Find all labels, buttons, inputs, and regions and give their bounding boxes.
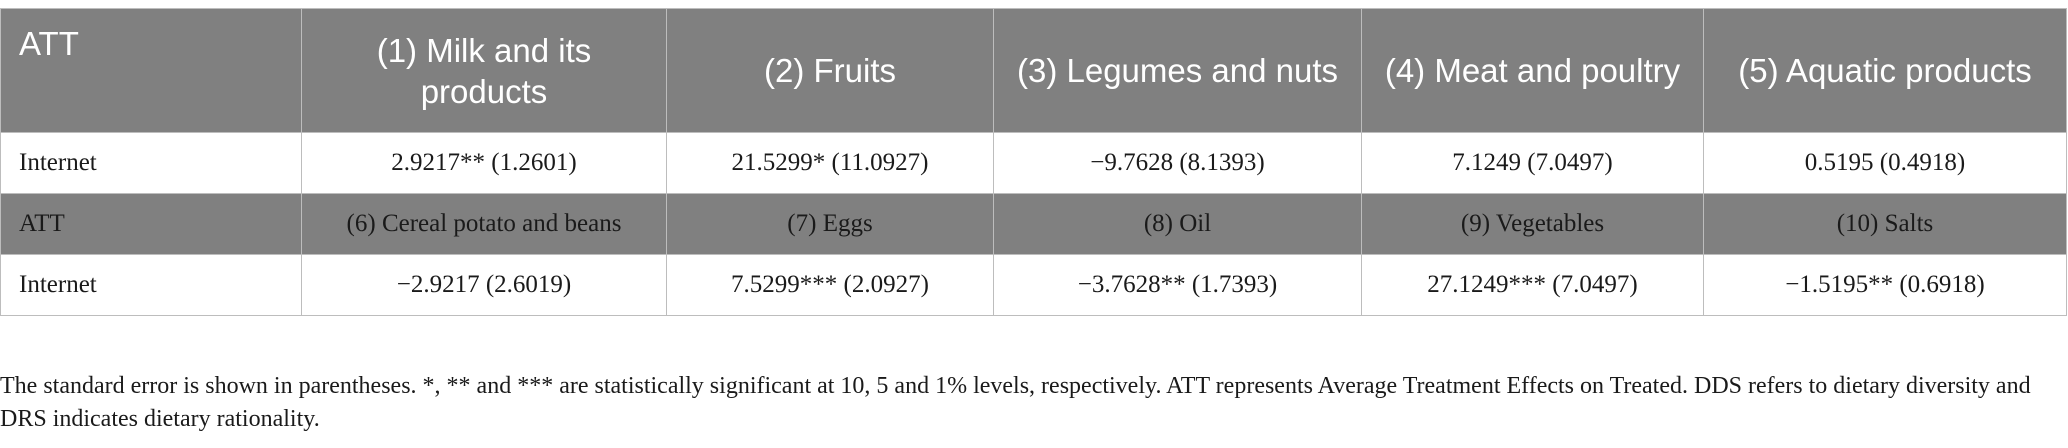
header-cell: (5) Aquatic products — [1703, 8, 2067, 133]
header-cell: ATT — [0, 193, 302, 255]
table-row: Internet 2.9217** (1.2601) 21.5299* (11.… — [0, 132, 2067, 194]
table-cell: −3.7628** (1.7393) — [993, 254, 1362, 316]
table-cell: −1.5195** (0.6918) — [1703, 254, 2067, 316]
row-label: Internet — [0, 132, 302, 194]
header-cell: (10) Salts — [1703, 193, 2067, 255]
table-cell: 21.5299* (11.0927) — [666, 132, 994, 194]
att-results-table: ATT (1) Milk and its products (2) Fruits… — [0, 8, 2067, 316]
header-cell: (6) Cereal potato and beans — [301, 193, 667, 255]
header-cell: (9) Vegetables — [1361, 193, 1704, 255]
table-cell: 0.5195 (0.4918) — [1703, 132, 2067, 194]
table-cell: 2.9217** (1.2601) — [301, 132, 667, 194]
header-cell: ATT — [0, 8, 302, 133]
header-cell: (4) Meat and poultry — [1361, 8, 1704, 133]
row-label: Internet — [0, 254, 302, 316]
table-cell: 7.5299*** (2.0927) — [666, 254, 994, 316]
table-cell: 27.1249*** (7.0497) — [1361, 254, 1704, 316]
header-row-2: ATT (6) Cereal potato and beans (7) Eggs… — [0, 193, 2067, 255]
header-cell: (8) Oil — [993, 193, 1362, 255]
table-cell: −9.7628 (8.1393) — [993, 132, 1362, 194]
results-table-container: ATT (1) Milk and its products (2) Fruits… — [0, 8, 2067, 316]
table-row: Internet −2.9217 (2.6019) 7.5299*** (2.0… — [0, 254, 2067, 316]
header-cell: (2) Fruits — [666, 8, 994, 133]
table-cell: 7.1249 (7.0497) — [1361, 132, 1704, 194]
header-cell: (7) Eggs — [666, 193, 994, 255]
header-cell: (1) Milk and its products — [301, 8, 667, 133]
header-cell: (3) Legumes and nuts — [993, 8, 1362, 133]
header-row-1: ATT (1) Milk and its products (2) Fruits… — [0, 8, 2067, 133]
table-cell: −2.9217 (2.6019) — [301, 254, 667, 316]
table-footnote: The standard error is shown in parenthes… — [0, 373, 2031, 432]
